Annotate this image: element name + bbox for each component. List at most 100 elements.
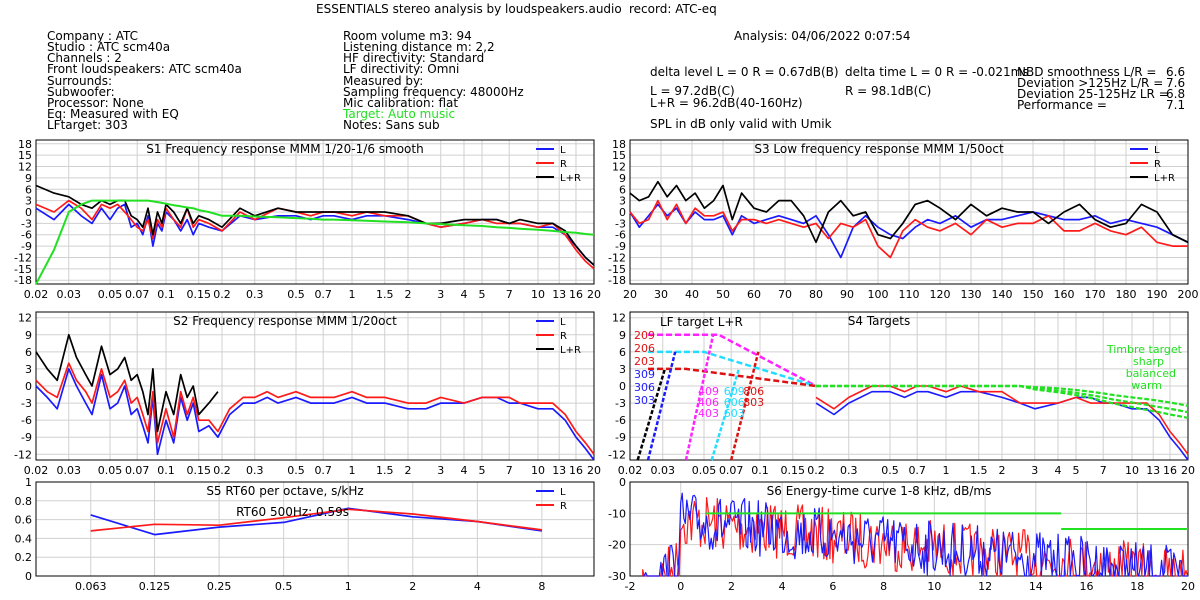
x-tick-label: 1 (943, 464, 950, 477)
x-tick-label: 0.02 (24, 464, 49, 477)
y-tick-label: 0 (25, 570, 32, 583)
y-tick-label: -6 (21, 229, 32, 242)
x-tick-label: 160 (1054, 288, 1075, 301)
y-tick-label: -6 (615, 414, 626, 427)
x-tick-label: 20 (587, 464, 601, 477)
x-tick-label: 1.5 (970, 464, 988, 477)
y-tick-label: 0.8 (15, 495, 33, 508)
x-tick-label: 190 (1147, 288, 1168, 301)
plot-border (35, 481, 595, 577)
x-tick-label: 0.2 (213, 288, 231, 301)
y-tick-label: 3 (619, 195, 626, 208)
metric-label: Performance = (1017, 98, 1107, 112)
x-tick-label: 10 (927, 580, 941, 593)
y-tick-label: -3 (615, 217, 626, 230)
metric-label: Deviation >125Hz L/R = (1017, 76, 1164, 90)
y-tick-label: 0.6 (15, 514, 33, 527)
y-tick-label: -12 (14, 448, 32, 461)
info-sampling: Sampling frequency: 48000Hz (343, 85, 524, 99)
x-tick-label: 3 (1031, 464, 1038, 477)
chart-title: S4 Targets (848, 314, 910, 328)
x-tick-label: 40 (685, 288, 699, 301)
x-tick-label: 2 (405, 288, 412, 301)
lf-target-shelf (648, 350, 817, 388)
y-tick-label: -15 (14, 263, 32, 276)
level-l: L = 97.2dB(C) (650, 84, 735, 98)
x-tick-label: 0.1 (157, 464, 175, 477)
y-tick-label: 0.4 (15, 532, 33, 545)
target-label: 606 (724, 396, 745, 409)
legend-label: L (560, 487, 566, 498)
x-tick-label: 1 (349, 288, 356, 301)
series-r (35, 199, 595, 270)
legend-label: R (1154, 159, 1161, 170)
x-tick-label: 16 (569, 464, 583, 477)
target-label: 806 (743, 385, 764, 398)
x-tick-label: 0.15 (187, 464, 212, 477)
target-label: 309 (634, 368, 655, 381)
y-tick-label: -9 (615, 431, 626, 444)
target-label: 403 (698, 407, 719, 420)
target-label: 603 (724, 407, 745, 420)
x-tick-label: 100 (868, 288, 889, 301)
lf-target-slope (710, 368, 741, 461)
y-tick-label: -6 (615, 229, 626, 242)
x-tick-label: 3 (437, 464, 444, 477)
y-tick-label: 1 (25, 476, 32, 489)
y-tick-label: -18 (608, 274, 626, 287)
timbre-target-title: Timbre target (1106, 343, 1183, 356)
etc-series-r (642, 497, 1189, 577)
y-tick-label: 3 (25, 195, 32, 208)
target-label: 206 (634, 342, 655, 355)
y-tick-label: 0 (619, 380, 626, 393)
y-tick-label: 0 (25, 380, 32, 393)
info-hf: HF directivity: Standard (343, 51, 485, 65)
x-tick-label: 0.07 (719, 464, 744, 477)
x-tick-label: 0 (677, 580, 684, 593)
info-measured: Measured by: (343, 74, 424, 88)
y-tick-label: 18 (18, 138, 32, 151)
y-tick-label: -30 (608, 570, 626, 583)
etc-series-l (642, 492, 1188, 577)
x-tick-label: 13 (1146, 464, 1160, 477)
x-tick-label: 0.2 (213, 464, 231, 477)
metric-value: 6.8 (1166, 87, 1186, 101)
delta-level: delta level L = 0 R = 0.67dB(B) (650, 65, 839, 79)
info-notes: Notes: Sans sub (343, 118, 440, 132)
x-tick-label: 16 (569, 288, 583, 301)
legend-label: L+R (1154, 173, 1175, 184)
x-tick-label: 18 (1130, 580, 1144, 593)
x-tick-label: 140 (992, 288, 1013, 301)
x-tick-label: 30 (654, 288, 668, 301)
info-processor: Processor: None (47, 96, 144, 110)
y-tick-label: -3 (21, 397, 32, 410)
analysis-timestamp: Analysis: 04/06/2022 0:07:54 (734, 29, 911, 43)
y-tick-label: -12 (608, 251, 626, 264)
series-l (629, 203, 1189, 259)
x-tick-label: 4 (460, 288, 467, 301)
legend-label: L (1154, 145, 1160, 156)
x-tick-label: 10 (531, 288, 545, 301)
x-tick-label: 0.03 (57, 464, 82, 477)
x-tick-label: 13 (552, 288, 566, 301)
y-tick-label: 6 (619, 346, 626, 359)
delta-time: delta time L = 0 R = -0.021ms (845, 65, 1029, 79)
y-tick-label: 0 (25, 206, 32, 219)
x-tick-label: 7 (1100, 464, 1107, 477)
plot-border (629, 311, 1189, 461)
x-tick-label: 0.15 (781, 464, 806, 477)
target-label: 406 (698, 396, 719, 409)
y-tick-label: 15 (612, 149, 626, 162)
timbre-sharp-label: sharp (1133, 355, 1164, 368)
x-tick-label: 0.03 (57, 288, 82, 301)
x-tick-label: 20 (587, 288, 601, 301)
timbre-warm-label: warm (1131, 379, 1162, 392)
target-label: 203 (634, 355, 655, 368)
x-tick-label: 0.5 (287, 464, 305, 477)
x-tick-label: -2 (625, 580, 636, 593)
x-tick-label: 0.5 (881, 464, 899, 477)
metric-value: 7.1 (1166, 98, 1186, 112)
